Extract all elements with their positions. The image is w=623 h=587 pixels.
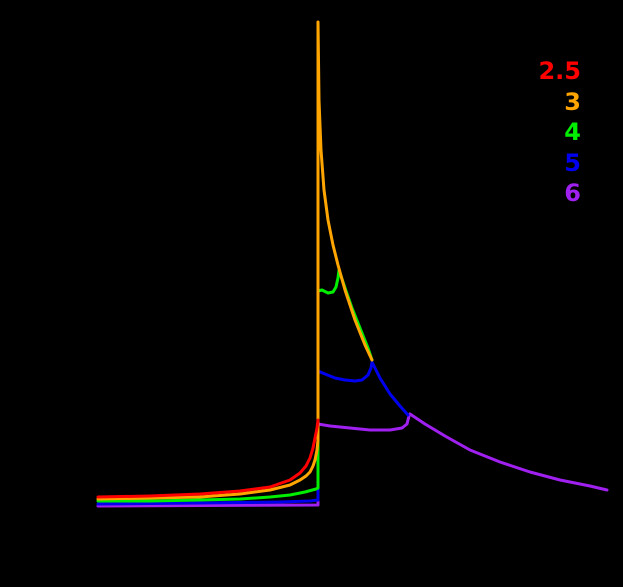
- legend-item-4: 4: [564, 118, 581, 146]
- series-line-2-5: [96, 418, 320, 499]
- series-line-3: [96, 20, 374, 501]
- legend-item-5: 5: [564, 148, 581, 177]
- series-layer: [96, 20, 609, 508]
- series-line-4: [96, 268, 374, 503]
- series-line-5: [96, 360, 410, 506]
- legend: 2.5 3 4 5 6: [538, 56, 581, 209]
- legend-item-2-5: 2.5: [538, 57, 581, 85]
- series-line-6: [96, 412, 609, 508]
- legend-item-3: 3: [564, 87, 581, 116]
- legend-item-6: 6: [564, 179, 581, 207]
